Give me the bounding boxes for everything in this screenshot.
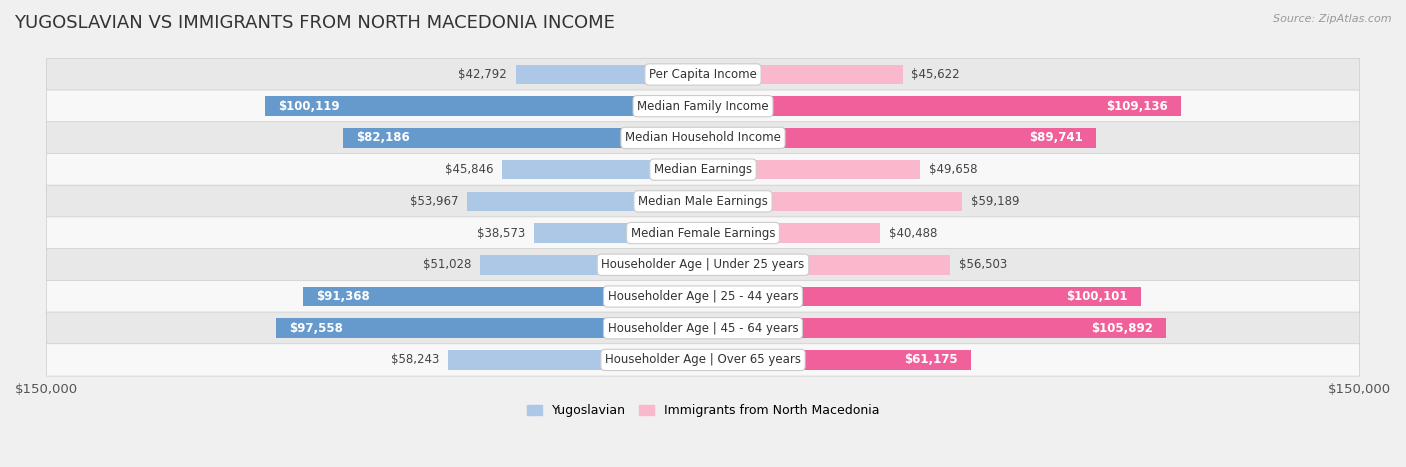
FancyBboxPatch shape <box>46 185 1360 218</box>
Bar <box>534 223 703 243</box>
Text: $89,741: $89,741 <box>1029 131 1083 144</box>
Text: $61,175: $61,175 <box>904 354 957 367</box>
Text: $97,558: $97,558 <box>290 322 343 335</box>
Bar <box>276 318 703 338</box>
Text: $45,846: $45,846 <box>446 163 494 176</box>
Bar <box>264 96 703 116</box>
FancyBboxPatch shape <box>46 58 1360 91</box>
Bar <box>467 191 703 211</box>
Text: Median Household Income: Median Household Income <box>626 131 780 144</box>
Text: $100,119: $100,119 <box>278 99 340 113</box>
Text: $82,186: $82,186 <box>357 131 411 144</box>
Text: $58,243: $58,243 <box>391 354 439 367</box>
Bar <box>703 128 1095 148</box>
Text: Householder Age | 45 - 64 years: Householder Age | 45 - 64 years <box>607 322 799 335</box>
Text: $40,488: $40,488 <box>889 226 938 240</box>
Bar <box>516 64 703 85</box>
FancyBboxPatch shape <box>46 154 1360 186</box>
Text: $49,658: $49,658 <box>929 163 977 176</box>
Bar <box>703 350 970 370</box>
FancyBboxPatch shape <box>46 90 1360 122</box>
Bar <box>703 96 1181 116</box>
Bar <box>703 64 903 85</box>
Text: $42,792: $42,792 <box>458 68 508 81</box>
Text: $38,573: $38,573 <box>477 226 526 240</box>
Text: YUGOSLAVIAN VS IMMIGRANTS FROM NORTH MACEDONIA INCOME: YUGOSLAVIAN VS IMMIGRANTS FROM NORTH MAC… <box>14 14 614 32</box>
Text: Median Family Income: Median Family Income <box>637 99 769 113</box>
Text: $100,101: $100,101 <box>1066 290 1128 303</box>
Text: Per Capita Income: Per Capita Income <box>650 68 756 81</box>
Text: Householder Age | Over 65 years: Householder Age | Over 65 years <box>605 354 801 367</box>
Text: $45,622: $45,622 <box>911 68 960 81</box>
Text: $105,892: $105,892 <box>1091 322 1153 335</box>
FancyBboxPatch shape <box>46 312 1360 344</box>
Bar <box>343 128 703 148</box>
FancyBboxPatch shape <box>46 248 1360 281</box>
Text: $109,136: $109,136 <box>1105 99 1167 113</box>
Text: Householder Age | Under 25 years: Householder Age | Under 25 years <box>602 258 804 271</box>
Bar <box>703 287 1142 306</box>
Text: Source: ZipAtlas.com: Source: ZipAtlas.com <box>1274 14 1392 24</box>
Text: $91,368: $91,368 <box>316 290 370 303</box>
FancyBboxPatch shape <box>46 280 1360 313</box>
Text: Median Male Earnings: Median Male Earnings <box>638 195 768 208</box>
Text: $56,503: $56,503 <box>959 258 1007 271</box>
Bar <box>703 318 1167 338</box>
Text: Householder Age | 25 - 44 years: Householder Age | 25 - 44 years <box>607 290 799 303</box>
Bar <box>502 160 703 179</box>
Text: $59,189: $59,189 <box>970 195 1019 208</box>
FancyBboxPatch shape <box>46 122 1360 154</box>
FancyBboxPatch shape <box>46 344 1360 376</box>
Bar <box>449 350 703 370</box>
Text: $53,967: $53,967 <box>409 195 458 208</box>
Bar <box>703 223 880 243</box>
Bar <box>304 287 703 306</box>
Legend: Yugoslavian, Immigrants from North Macedonia: Yugoslavian, Immigrants from North Maced… <box>522 399 884 422</box>
Text: Median Earnings: Median Earnings <box>654 163 752 176</box>
Text: Median Female Earnings: Median Female Earnings <box>631 226 775 240</box>
Bar <box>703 160 921 179</box>
Bar <box>703 255 950 275</box>
Text: $51,028: $51,028 <box>423 258 471 271</box>
Bar <box>703 191 962 211</box>
Bar <box>479 255 703 275</box>
FancyBboxPatch shape <box>46 217 1360 249</box>
